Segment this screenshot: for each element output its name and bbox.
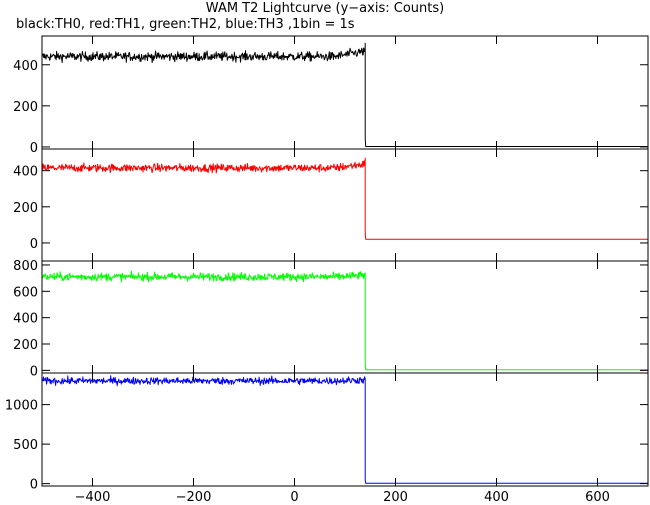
y-tick-label-th1-400: 400 bbox=[13, 165, 38, 180]
series-line-th2 bbox=[41, 270, 648, 371]
series-line-th0 bbox=[41, 42, 648, 147]
y-tick-label-th0-400: 400 bbox=[13, 59, 38, 74]
x-tick-label-600: 600 bbox=[585, 490, 610, 505]
chart-title: WAM T2 Lightcurve (y−axis: Counts) bbox=[205, 1, 445, 16]
x-tick-label--400: −400 bbox=[75, 490, 111, 505]
y-tick-label-th2-600: 600 bbox=[13, 285, 38, 300]
y-tick-label-th1-0: 0 bbox=[30, 237, 38, 252]
y-tick-label-th3-500: 500 bbox=[13, 438, 38, 453]
y-tick-label-th1-200: 200 bbox=[13, 201, 38, 216]
y-tick-label-th2-0: 0 bbox=[30, 364, 38, 379]
y-tick-label-th2-800: 800 bbox=[13, 259, 38, 274]
panel-frame-th3 bbox=[41, 372, 649, 487]
y-tick-label-th0-0: 0 bbox=[30, 141, 38, 156]
y-tick-label-th3-1000: 1000 bbox=[5, 399, 38, 414]
y-tick-label-th2-400: 400 bbox=[13, 312, 38, 327]
series-line-th3 bbox=[41, 375, 648, 484]
x-tick-label-400: 400 bbox=[484, 490, 509, 505]
x-tick-label-200: 200 bbox=[383, 490, 408, 505]
series-line-th1 bbox=[41, 157, 648, 240]
y-tick-label-th2-200: 200 bbox=[13, 338, 38, 353]
panel-frame-th0 bbox=[41, 35, 649, 150]
x-tick-label--200: −200 bbox=[176, 490, 212, 505]
chart-subtitle: black:TH0, red:TH1, green:TH2, blue:TH3 … bbox=[16, 17, 355, 32]
y-tick-label-th3-0: 0 bbox=[30, 478, 38, 493]
x-tick-label-0: 0 bbox=[290, 490, 298, 505]
y-tick-label-th0-200: 200 bbox=[13, 100, 38, 115]
